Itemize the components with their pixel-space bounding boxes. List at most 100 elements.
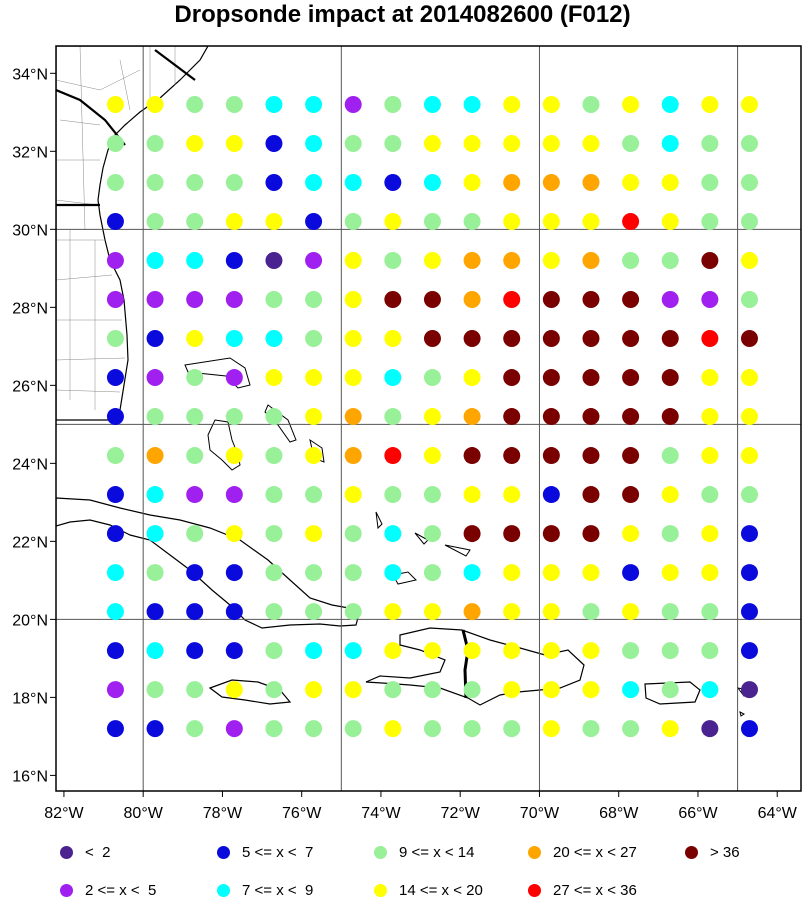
impact-point <box>542 681 560 699</box>
impact-point <box>542 603 560 621</box>
impact-point <box>661 135 679 153</box>
impact-point <box>265 681 283 699</box>
impact-point <box>542 213 560 231</box>
impact-point <box>463 681 481 699</box>
x-tick-label: 64°W <box>758 805 798 822</box>
impact-point <box>146 174 164 192</box>
impact-point <box>423 603 441 621</box>
impact-point <box>622 252 640 270</box>
impact-point <box>305 603 323 621</box>
impact-point <box>542 291 560 309</box>
impact-point <box>265 213 283 231</box>
legend-label: 7 <= x < 9 <box>242 881 314 899</box>
y-axis: 34°N 32°N 30°N 28°N 26°N 24°N 22°N 20°N 18°N 16°N <box>12 66 56 785</box>
impact-point <box>265 174 283 192</box>
impact-point <box>344 486 362 504</box>
impact-point <box>423 447 441 465</box>
impact-point <box>622 447 640 465</box>
impact-point <box>582 408 600 426</box>
legend-label: > 36 <box>710 843 740 861</box>
impact-point <box>265 447 283 465</box>
impact-point <box>740 291 758 309</box>
impact-point <box>582 291 600 309</box>
impact-point <box>622 135 640 153</box>
impact-point <box>542 525 560 543</box>
impact-point <box>740 252 758 270</box>
impact-point <box>384 330 402 348</box>
impact-point <box>225 174 243 192</box>
impact-point <box>423 252 441 270</box>
impact-point <box>106 174 124 192</box>
legend-label: 9 <= x < 14 <box>399 843 475 861</box>
impact-point <box>146 447 164 465</box>
impact-point <box>701 525 719 543</box>
impact-point <box>661 330 679 348</box>
hispaniola <box>365 627 585 706</box>
impact-point <box>344 681 362 699</box>
impact-point <box>463 603 481 621</box>
impact-point <box>186 525 204 543</box>
impact-point <box>146 642 164 660</box>
impact-point <box>225 486 243 504</box>
impact-point <box>503 603 521 621</box>
impact-point <box>661 291 679 309</box>
impact-point <box>265 252 283 270</box>
impact-point <box>305 135 323 153</box>
impact-point <box>225 720 243 738</box>
impact-point <box>661 96 679 114</box>
impact-point <box>740 369 758 387</box>
impact-point <box>186 564 204 582</box>
legend-item: 5 <= x < 7 <box>217 842 313 862</box>
impact-point <box>225 681 243 699</box>
impact-point <box>106 447 124 465</box>
impact-point <box>305 486 323 504</box>
impact-point <box>463 213 481 231</box>
impact-point <box>344 174 362 192</box>
impact-point <box>146 213 164 231</box>
impact-point <box>661 174 679 192</box>
impact-point <box>344 291 362 309</box>
impact-point <box>344 135 362 153</box>
impact-point <box>146 603 164 621</box>
impact-point <box>344 447 362 465</box>
impact-point <box>265 525 283 543</box>
impact-point <box>582 369 600 387</box>
impact-point <box>582 135 600 153</box>
gridlines <box>56 46 801 791</box>
impact-point <box>225 603 243 621</box>
impact-point <box>106 330 124 348</box>
impact-point <box>503 447 521 465</box>
impact-point <box>186 252 204 270</box>
impact-point <box>503 525 521 543</box>
x-tick-label: 70°W <box>520 805 560 822</box>
impact-point <box>701 408 719 426</box>
legend-swatch <box>60 845 73 859</box>
impact-point <box>661 720 679 738</box>
x-tick-label: 82°W <box>44 805 84 822</box>
impact-point <box>582 642 600 660</box>
impact-point <box>542 642 560 660</box>
legend-swatch <box>528 883 541 897</box>
y-tick-label: 24°N <box>12 456 48 473</box>
impact-point <box>582 330 600 348</box>
impact-point <box>463 486 481 504</box>
impact-point <box>423 408 441 426</box>
impact-point <box>661 408 679 426</box>
impact-point <box>265 330 283 348</box>
impact-point <box>305 564 323 582</box>
legend-label: 2 <= x < 5 <box>85 881 157 899</box>
impact-point <box>225 213 243 231</box>
impact-point <box>186 603 204 621</box>
impact-point <box>423 525 441 543</box>
impact-point <box>622 720 640 738</box>
impact-point <box>503 96 521 114</box>
impact-point <box>463 408 481 426</box>
impact-point <box>740 408 758 426</box>
impact-point <box>423 213 441 231</box>
impact-point <box>622 486 640 504</box>
impact-point <box>542 486 560 504</box>
impact-point <box>701 486 719 504</box>
impact-point <box>582 525 600 543</box>
impact-point <box>305 330 323 348</box>
